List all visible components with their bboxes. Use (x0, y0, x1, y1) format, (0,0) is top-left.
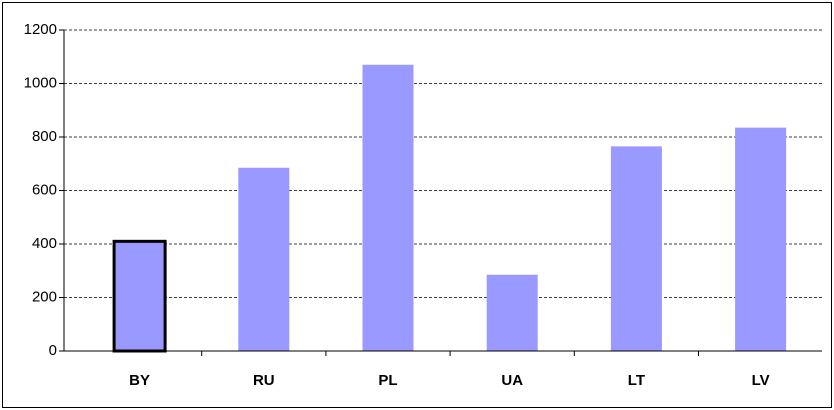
bar (486, 274, 538, 351)
y-tick-label: 1000 (24, 74, 57, 91)
x-tick-label: LT (628, 372, 645, 389)
y-tick-label: 200 (32, 288, 57, 305)
x-tick-label: RU (253, 372, 275, 389)
x-tick-label: UA (501, 372, 523, 389)
bar (735, 127, 787, 351)
y-tick-label: 800 (32, 128, 57, 145)
x-tick-label: LV (752, 372, 770, 389)
y-tick-label: 1200 (24, 21, 57, 38)
x-tick-label: PL (378, 372, 397, 389)
x-tick-label: BY (129, 372, 150, 389)
y-tick-label: 0 (49, 342, 57, 359)
y-tick-label: 400 (32, 235, 57, 252)
bar (362, 64, 414, 352)
bar (610, 146, 662, 351)
bar (238, 167, 290, 351)
bar (112, 239, 167, 353)
y-tick-label: 600 (32, 181, 57, 198)
